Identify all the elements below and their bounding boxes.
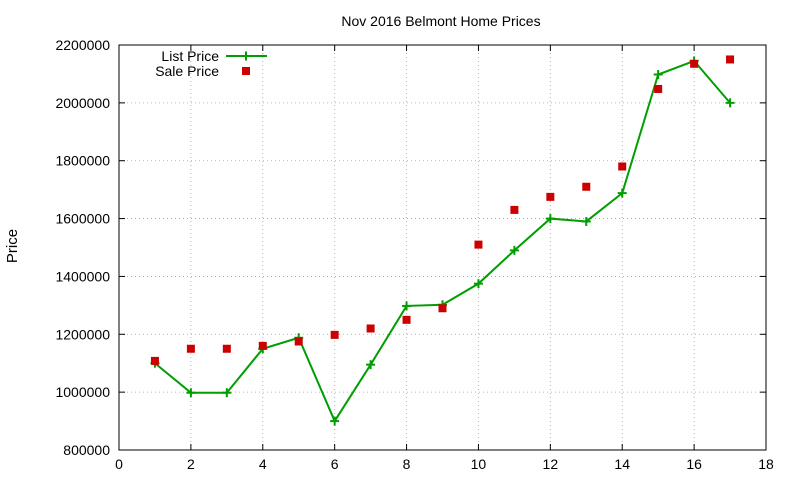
y-tick-label: 2200000 (55, 37, 110, 53)
data-point-list-price (545, 214, 555, 224)
data-point-list-price (330, 416, 340, 426)
legend-marker-sale-price (242, 67, 250, 75)
data-point-sale-price (150, 356, 159, 365)
x-tick-label: 14 (614, 456, 630, 472)
data-point-list-price (186, 388, 196, 398)
chart-title: Nov 2016 Belmont Home Prices (341, 13, 540, 29)
data-point-list-price (509, 245, 519, 255)
data-point-list-price (366, 360, 376, 370)
y-tick-label: 1600000 (55, 211, 110, 227)
legend-label-sale-price: Sale Price (155, 63, 219, 79)
x-tick-label: 2 (187, 456, 195, 472)
series-sale-price (150, 55, 735, 365)
x-tick-label: 0 (115, 456, 123, 472)
data-point-sale-price (258, 341, 267, 350)
x-axis-tick-labels: 0 2 4 6 8 10 12 14 16 18 (115, 456, 774, 472)
data-point-list-price (653, 70, 663, 80)
axis-ticks (118, 44, 767, 451)
y-tick-label: 1800000 (55, 153, 110, 169)
data-point-sale-price (690, 59, 699, 68)
series-line-list-price (154, 59, 731, 424)
data-point-sale-price (582, 182, 591, 191)
plot-frame (118, 44, 767, 451)
x-tick-label: 8 (403, 456, 411, 472)
data-point-sale-price (222, 344, 231, 353)
data-point-sale-price (546, 192, 555, 201)
data-point-sale-price (294, 337, 303, 346)
y-tick-label: 1400000 (55, 268, 110, 284)
series-list-price (150, 56, 735, 426)
legend-marker-list-price (241, 51, 251, 61)
x-tick-label: 12 (543, 456, 559, 472)
x-tick-label: 16 (686, 456, 702, 472)
x-tick-label: 6 (331, 456, 339, 472)
y-axis-tick-labels: 800000 1000000 1200000 1400000 1600000 180000… (55, 37, 110, 458)
x-tick-label: 18 (758, 456, 774, 472)
data-point-sale-price (726, 55, 735, 64)
data-series (150, 55, 735, 426)
x-tick-label: 4 (259, 456, 267, 472)
data-point-sale-price (438, 304, 447, 313)
y-tick-label: 1000000 (55, 384, 110, 400)
data-point-list-price (222, 388, 232, 398)
y-tick-label: 1200000 (55, 326, 110, 342)
data-point-sale-price (402, 315, 411, 324)
data-point-list-price (725, 98, 735, 108)
x-tick-label: 10 (471, 456, 487, 472)
legend-label-list-price: List Price (161, 48, 219, 64)
y-tick-label: 2000000 (55, 95, 110, 111)
data-point-list-price (473, 279, 483, 289)
grid (119, 45, 766, 450)
data-point-sale-price (186, 344, 195, 353)
data-point-sale-price (474, 240, 483, 249)
data-point-sale-price (618, 162, 627, 171)
data-point-list-price (617, 188, 627, 198)
data-point-list-price (402, 301, 412, 311)
data-point-list-price (581, 216, 591, 226)
data-point-sale-price (330, 330, 339, 339)
data-point-sale-price (654, 84, 663, 93)
y-tick-label: 800000 (63, 442, 110, 458)
data-point-sale-price (510, 205, 519, 214)
data-point-sale-price (366, 324, 375, 333)
y-axis-label: Price (4, 229, 21, 263)
